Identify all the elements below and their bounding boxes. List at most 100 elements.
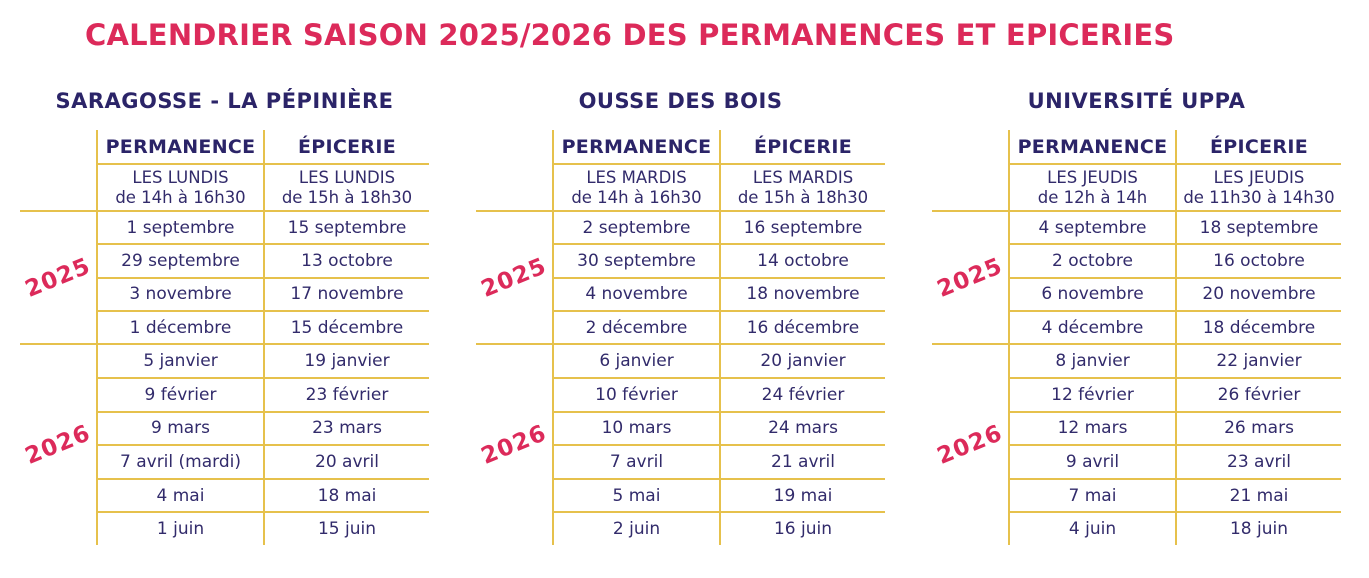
date-cell: 10 février	[552, 376, 719, 411]
year-cell-2025: 2025	[476, 210, 552, 343]
schedule-days: LES JEUDIS	[1213, 168, 1305, 188]
date-cell: 15 septembre	[263, 210, 429, 244]
date-cell: 7 avril	[552, 444, 719, 478]
year-cell-2026: 2026	[476, 343, 552, 545]
date-cell: 19 janvier	[263, 343, 429, 377]
schedule-epicerie: LES MARDIS de 15h à 18h30	[719, 163, 885, 210]
date-cell: 2 octobre	[1008, 243, 1175, 277]
date-cell: 4 septembre	[1008, 210, 1175, 244]
year-label-2026: 2026	[933, 420, 1007, 470]
date-cell: 15 juin	[263, 511, 429, 546]
date-cell: 18 mai	[263, 477, 429, 512]
date-cell: 5 mai	[552, 477, 719, 512]
date-cell: 5 janvier	[96, 343, 263, 377]
date-cell: 16 octobre	[1175, 243, 1341, 277]
date-cell: 2 septembre	[552, 210, 719, 244]
date-cell: 2 juin	[552, 511, 719, 546]
year-label-2025: 2025	[933, 252, 1007, 303]
date-cell: 6 novembre	[1008, 276, 1175, 310]
date-cell: 8 janvier	[1008, 343, 1175, 377]
schedule-hours: de 14h à 16h30	[571, 187, 702, 207]
schedule-permanence: LES MARDIS de 14h à 16h30	[552, 163, 719, 210]
column-header-permanence: PERMANENCE	[96, 130, 263, 163]
date-cell: 21 mai	[1175, 477, 1341, 512]
schedule-permanence: LES JEUDIS de 12h à 14h	[1008, 163, 1175, 210]
date-cell: 23 février	[263, 376, 429, 411]
schedule-table: PERMANENCE ÉPICERIE LES LUNDIS de 14h à 16h…	[20, 130, 429, 546]
date-cell: 20 avril	[263, 444, 429, 478]
date-cell: 9 avril	[1008, 444, 1175, 478]
year-cell-2026: 2026	[20, 343, 96, 545]
schedule-hours: de 15h à 18h30	[281, 187, 413, 207]
schedule-days: LES JEUDIS	[1047, 168, 1138, 188]
date-cell: 1 décembre	[96, 309, 263, 344]
date-cell: 1 juin	[96, 511, 263, 546]
table-group: UNIVERSITÉ UPPA PERMANENCE ÉPICERIE LES JEU…	[932, 88, 1341, 546]
date-cell: 7 mai	[1008, 477, 1175, 512]
column-header-epicerie: ÉPICERIE	[1175, 130, 1341, 163]
location-title: SARAGOSSE - LA PÉPINIÈRE	[55, 89, 394, 113]
schedule-hours: de 11h30 à 14h30	[1183, 187, 1335, 207]
column-header-permanence: PERMANENCE	[552, 130, 719, 163]
date-cell: 24 mars	[719, 410, 885, 445]
date-cell: 16 septembre	[719, 210, 885, 244]
date-cell: 26 février	[1175, 376, 1341, 411]
page-title: CALENDRIER SAISON 2025/2026 DES PERMANEN…	[85, 18, 1175, 52]
schedule-epicerie: LES JEUDIS de 11h30 à 14h30	[1175, 163, 1341, 210]
year-cell-2025: 2025	[20, 210, 96, 343]
date-cell: 9 février	[96, 376, 263, 411]
date-cell: 29 septembre	[96, 243, 263, 277]
schedule-table: PERMANENCE ÉPICERIE LES MARDIS de 14h à 16h…	[476, 130, 885, 546]
date-cell: 13 octobre	[263, 243, 429, 277]
year-cell-2025: 2025	[932, 210, 1008, 343]
date-cell: 23 mars	[263, 410, 429, 445]
schedule-days: LES LUNDIS	[132, 168, 229, 188]
table-group: OUSSE DES BOIS PERMANENCE ÉPICERIE LES MARD…	[476, 88, 885, 546]
date-cell: 1 septembre	[96, 210, 263, 244]
date-cell: 20 novembre	[1175, 276, 1341, 310]
date-cell: 14 octobre	[719, 243, 885, 277]
date-cell: 15 décembre	[263, 309, 429, 344]
date-cell: 16 décembre	[719, 309, 885, 344]
date-cell: 12 mars	[1008, 410, 1175, 445]
year-label-2026: 2026	[21, 420, 95, 470]
date-cell: 21 avril	[719, 444, 885, 478]
schedule-hours: de 14h à 16h30	[115, 187, 246, 207]
schedule-hours: de 12h à 14h	[1037, 187, 1148, 207]
column-header-epicerie: ÉPICERIE	[719, 130, 885, 163]
date-cell: 18 novembre	[719, 276, 885, 310]
date-cell: 2 décembre	[552, 309, 719, 344]
date-cell: 19 mai	[719, 477, 885, 512]
schedule-days: LES LUNDIS	[298, 168, 396, 188]
calendar: SARAGOSSE - LA PÉPINIÈRE PERMANENCE ÉPICER…	[20, 88, 1341, 546]
date-cell: 30 septembre	[552, 243, 719, 277]
date-cell: 7 avril (mardi)	[96, 444, 263, 478]
date-cell: 18 septembre	[1175, 210, 1341, 244]
year-cell-2026: 2026	[932, 343, 1008, 545]
date-cell: 6 janvier	[552, 343, 719, 377]
table-group: SARAGOSSE - LA PÉPINIÈRE PERMANENCE ÉPICER…	[20, 88, 429, 546]
location-title: UNIVERSITÉ UPPA	[1027, 89, 1246, 113]
date-cell: 17 novembre	[263, 276, 429, 310]
date-cell: 23 avril	[1175, 444, 1341, 478]
date-cell: 24 février	[719, 376, 885, 411]
date-cell: 26 mars	[1175, 410, 1341, 445]
schedule-hours: de 15h à 18h30	[737, 187, 869, 207]
date-cell: 20 janvier	[719, 343, 885, 377]
date-cell: 3 novembre	[96, 276, 263, 310]
schedule-days: LES MARDIS	[752, 168, 854, 188]
date-cell: 4 décembre	[1008, 309, 1175, 344]
schedule-permanence: LES LUNDIS de 14h à 16h30	[96, 163, 263, 210]
date-cell: 4 novembre	[552, 276, 719, 310]
schedule-days: LES MARDIS	[586, 168, 687, 188]
year-label-2025: 2025	[21, 252, 95, 303]
date-cell: 9 mars	[96, 410, 263, 445]
year-label-2026: 2026	[477, 420, 551, 470]
location-title: OUSSE DES BOIS	[578, 89, 783, 113]
schedule-epicerie: LES LUNDIS de 15h à 18h30	[263, 163, 429, 210]
schedule-table: PERMANENCE ÉPICERIE LES JEUDIS de 12h à 14h…	[932, 130, 1341, 546]
year-label-2025: 2025	[477, 252, 551, 303]
date-cell: 18 décembre	[1175, 309, 1341, 344]
date-cell: 4 mai	[96, 477, 263, 512]
date-cell: 18 juin	[1175, 511, 1341, 546]
